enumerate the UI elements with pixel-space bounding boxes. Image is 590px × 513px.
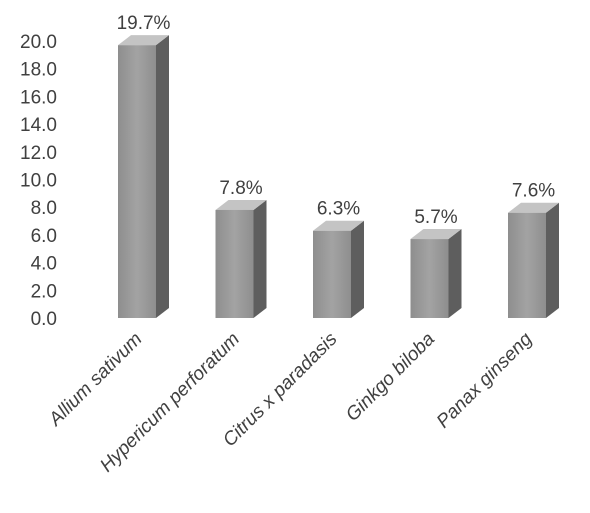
- y-axis: 0.0 2.0 4.0 6.0 8.0 10.0 12.0 14.0 16.0 18.0 20.0: [20, 32, 57, 330]
- bar-front: [508, 212, 546, 318]
- bar-front: [410, 239, 449, 318]
- y-tick-label: 4.0: [31, 254, 57, 275]
- bar-side: [351, 220, 364, 318]
- bar-side: [156, 35, 169, 318]
- bar-front: [215, 209, 254, 318]
- data-labels: 19.7% 7.8% 6.3% 5.7% 7.6%: [117, 13, 556, 228]
- y-tick-label: 12.0: [20, 143, 57, 164]
- data-label: 7.8%: [219, 178, 262, 199]
- bar-front: [118, 45, 156, 318]
- x-tick-label: Ginkgo biloba: [342, 329, 439, 426]
- bar: [508, 202, 559, 318]
- bar: [118, 35, 169, 318]
- data-label: 7.6%: [512, 181, 555, 202]
- y-tick-label: 2.0: [31, 281, 57, 302]
- x-tick-label: Panax ginseng: [433, 328, 537, 432]
- y-tick-label: 6.0: [31, 226, 57, 247]
- bar: [215, 199, 267, 318]
- bar-top: [508, 202, 559, 213]
- data-label: 5.7%: [414, 207, 457, 228]
- y-tick-label: 20.0: [20, 32, 57, 53]
- y-tick-label: 8.0: [31, 198, 57, 219]
- bar-side: [253, 199, 267, 318]
- bar-top: [118, 35, 169, 46]
- bar-side: [546, 202, 559, 318]
- bars: [118, 35, 559, 318]
- y-tick-label: 10.0: [20, 171, 57, 192]
- x-tick-label: Allium sativum: [44, 329, 146, 431]
- y-tick-label: 18.0: [20, 60, 57, 81]
- bar-top: [313, 220, 364, 231]
- y-tick-label: 16.0: [20, 87, 57, 108]
- y-tick-label: 0.0: [31, 309, 57, 330]
- bar: [313, 220, 364, 318]
- data-label: 19.7%: [117, 13, 171, 34]
- bar: [410, 229, 462, 318]
- bar-top: [410, 229, 462, 240]
- bar-side: [448, 229, 462, 318]
- bar-front: [313, 230, 351, 318]
- bar-top: [215, 199, 267, 210]
- data-label: 6.3%: [317, 199, 360, 220]
- y-tick-label: 14.0: [20, 115, 57, 136]
